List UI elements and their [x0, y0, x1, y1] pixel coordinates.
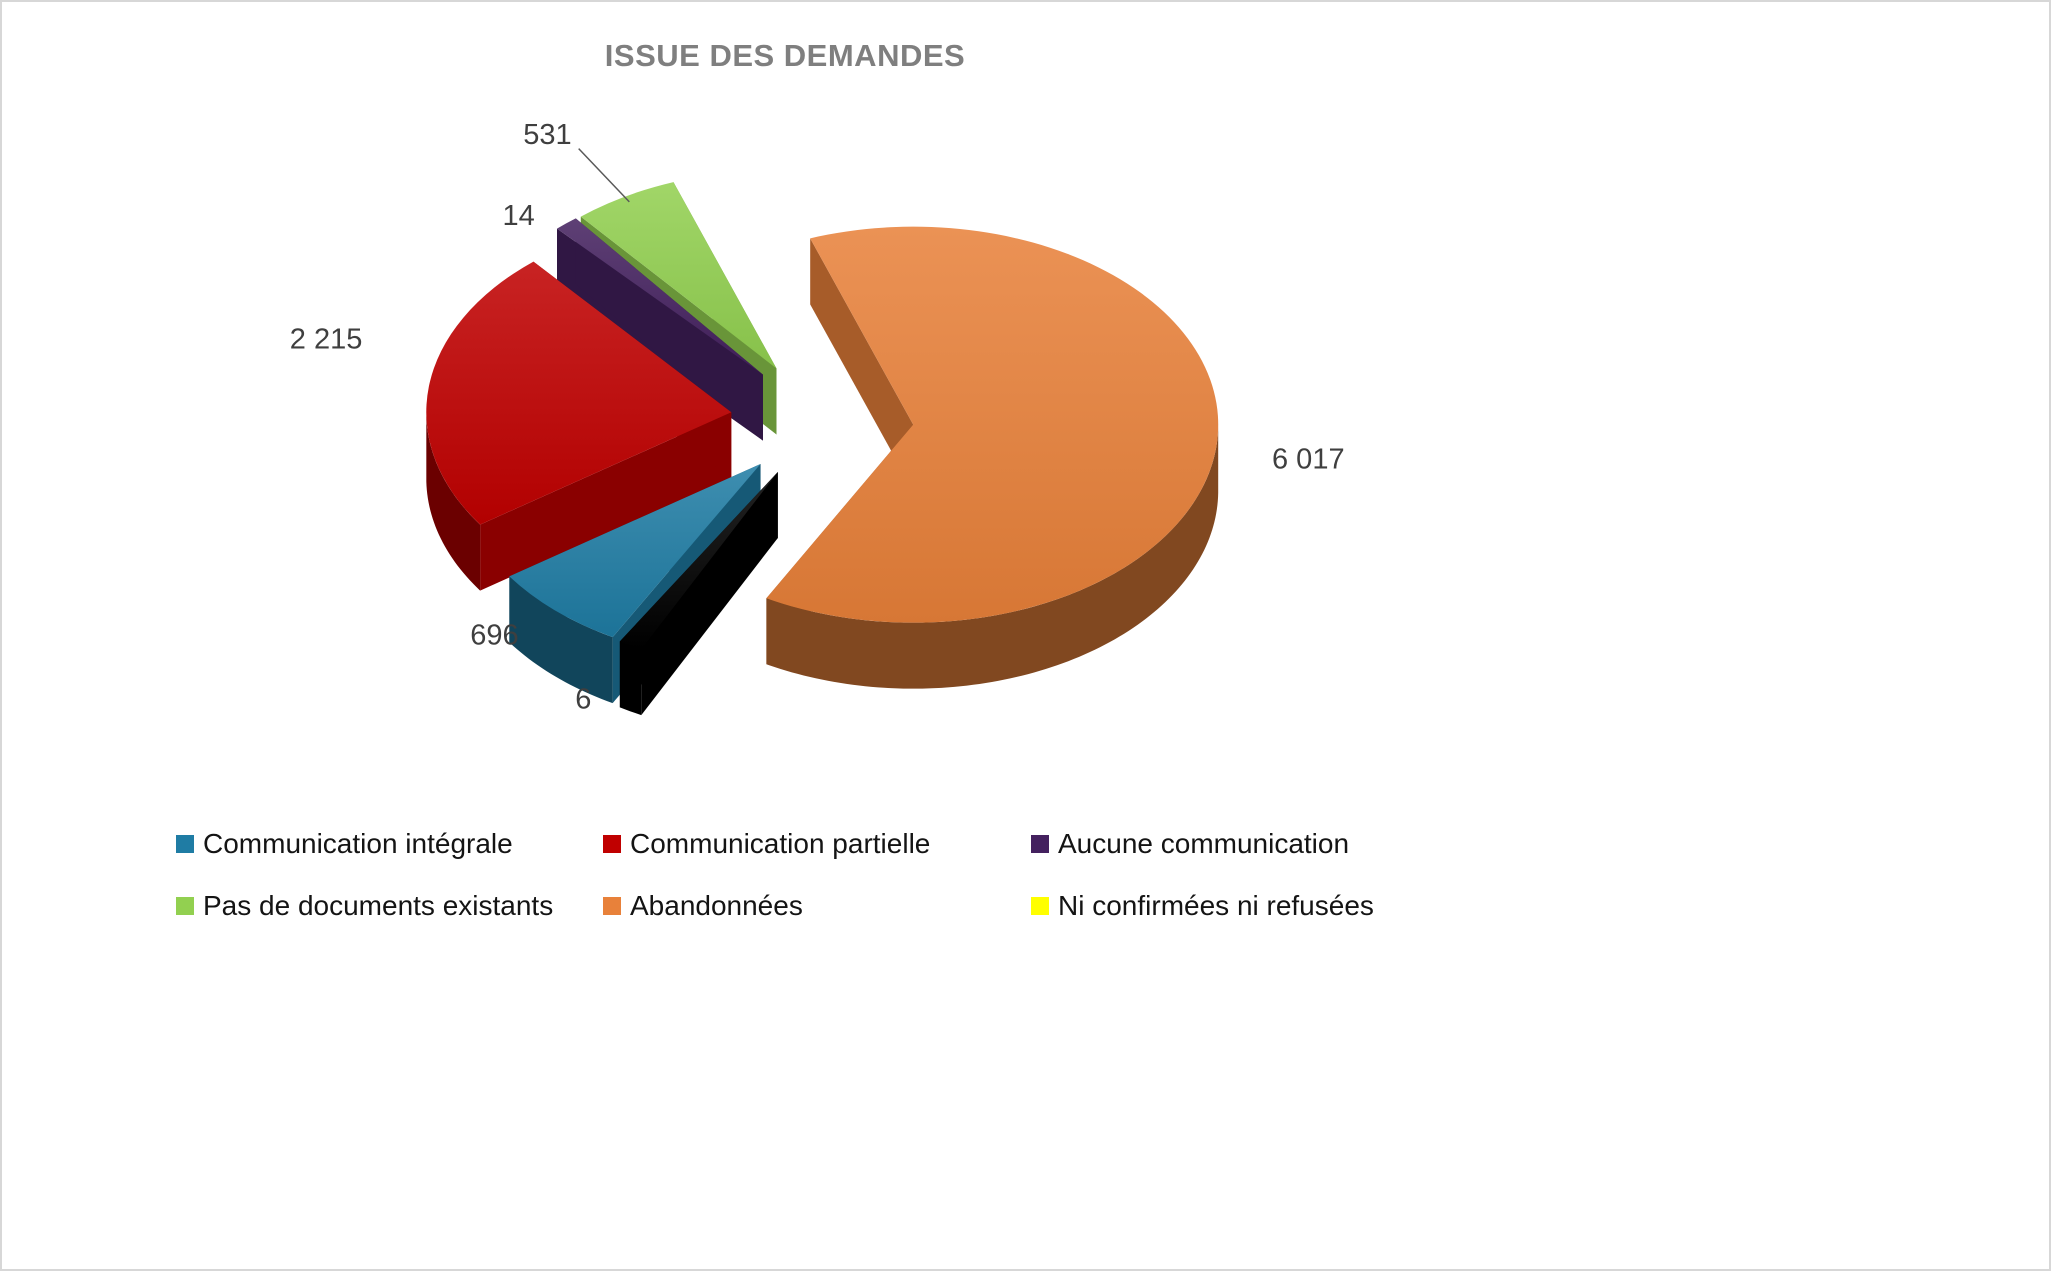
legend-item-abandonnees[interactable]: Abandonnées: [603, 890, 1031, 922]
pie-slices: [426, 182, 1219, 716]
pie-slice-aucune-communication[interactable]: [556, 218, 763, 441]
legend-swatch-yellow: [1031, 897, 1049, 915]
legend-swatch-purple: [1031, 835, 1049, 853]
legend-item-pas-de-documents[interactable]: Pas de documents existants: [176, 890, 603, 922]
legend-label: Abandonnées: [630, 890, 803, 921]
data-label-0: 696: [470, 620, 518, 652]
legend-swatch-blue: [176, 835, 194, 853]
legend-item-communication-partielle[interactable]: Communication partielle: [603, 828, 1031, 860]
legend-item-communication-integrale[interactable]: Communication intégrale: [176, 828, 603, 860]
legend-label: Communication partielle: [630, 828, 931, 859]
data-label-3: 531: [523, 119, 571, 151]
legend-label: Communication intégrale: [203, 828, 513, 859]
data-label-5: 6: [575, 684, 591, 716]
pie-slice-communication-partielle[interactable]: [426, 261, 732, 591]
chart-title: ISSUE DES DEMANDES: [604, 38, 966, 73]
legend-swatch-orange: [603, 897, 621, 915]
legend-label: Ni confirmées ni refusées: [1058, 890, 1374, 921]
data-labels: 696 2 215 14 531 6 017 6: [290, 119, 1345, 715]
legend-item-aucune-communication[interactable]: Aucune communication: [1031, 828, 1551, 860]
legend-swatch-red: [603, 835, 621, 853]
legend-label: Aucune communication: [1058, 828, 1350, 859]
data-label-1: 2 215: [290, 323, 363, 355]
label-leader-line: [578, 148, 630, 203]
legend-swatch-green: [176, 897, 194, 915]
pie-slice-ni-confirm-es-ni-refus-es[interactable]: [619, 472, 778, 716]
data-label-4: 6 017: [1272, 444, 1345, 476]
legend: Communication intégrale Communication pa…: [176, 828, 1551, 922]
legend-label: Pas de documents existants: [203, 890, 554, 921]
pie-slice-abandonn-es[interactable]: [766, 226, 1219, 689]
data-label-2: 14: [502, 200, 534, 232]
legend-item-ni-confirmees-ni-refusees[interactable]: Ni confirmées ni refusées: [1031, 890, 1551, 922]
